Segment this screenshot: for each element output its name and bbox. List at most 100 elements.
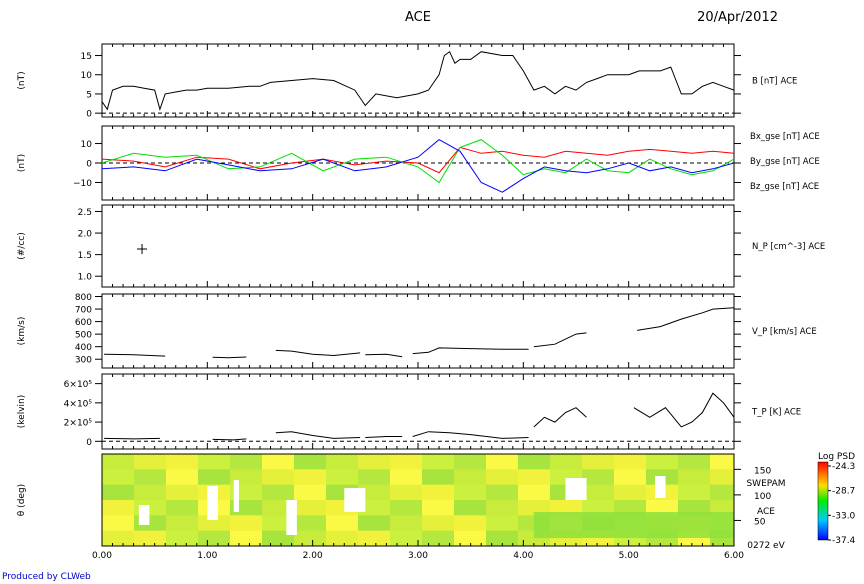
heatmap-cell xyxy=(542,500,547,516)
heatmap-cell xyxy=(614,530,619,547)
y-axis-label: (km/s) xyxy=(17,317,27,346)
heatmap-cell xyxy=(706,454,711,470)
heatmap-cell xyxy=(598,500,603,516)
heatmap-cell xyxy=(566,530,571,547)
heatmap-cell xyxy=(326,454,331,470)
heatmap-cell xyxy=(402,469,407,486)
heatmap-cell xyxy=(506,454,511,470)
heatmap-cell xyxy=(402,500,407,516)
heatmap-cell xyxy=(658,530,663,547)
heatmap-cell xyxy=(598,454,603,470)
series-segment xyxy=(275,431,361,439)
heatmap-cell xyxy=(686,484,691,501)
heatmap-cell xyxy=(446,469,451,486)
heatmap-cell xyxy=(662,530,667,547)
heatmap-cell xyxy=(126,500,131,516)
heatmap-cell xyxy=(246,515,251,532)
heatmap-cell xyxy=(322,454,327,470)
heatmap-cell xyxy=(642,454,647,470)
heatmap-cell xyxy=(430,515,435,532)
heatmap-cell xyxy=(598,484,603,501)
heatmap-cell xyxy=(114,469,119,486)
heatmap-cell xyxy=(394,454,399,470)
heatmap-cell xyxy=(430,484,435,501)
heatmap-cell xyxy=(630,469,635,486)
heatmap-cell xyxy=(310,454,315,470)
heatmap-cell xyxy=(390,454,395,470)
heatmap-cell xyxy=(666,454,671,470)
heatmap-cell xyxy=(590,530,595,547)
heatmap-cell xyxy=(282,500,287,516)
series-segment xyxy=(365,353,403,358)
heatmap-cell xyxy=(530,454,535,470)
heatmap-cell xyxy=(354,515,359,532)
heatmap-cell xyxy=(358,530,363,547)
y-tick-label: 6×10⁵ xyxy=(64,380,93,390)
heatmap-cell xyxy=(426,484,431,501)
heatmap-cell xyxy=(414,530,419,547)
heatmap-cell xyxy=(186,500,191,516)
heatmap-cell xyxy=(194,454,199,470)
heatmap-cell xyxy=(646,454,651,470)
heatmap-cell xyxy=(226,500,231,516)
heatmap-cell xyxy=(710,454,715,470)
heatmap-cell xyxy=(330,454,335,470)
heatmap-cell xyxy=(642,530,647,547)
heatmap-cell xyxy=(418,515,423,532)
heatmap-cell xyxy=(670,469,675,486)
heatmap-cell xyxy=(618,530,623,547)
heatmap-cell xyxy=(318,500,323,516)
heatmap-cell xyxy=(462,530,467,547)
heatmap-cell xyxy=(374,530,379,547)
heatmap-cell xyxy=(286,530,291,547)
heatmap-cell xyxy=(126,454,131,470)
y-tick-label: 50 xyxy=(754,517,766,527)
heatmap-cell xyxy=(130,530,135,547)
heatmap-cell xyxy=(682,500,687,516)
heatmap-cell xyxy=(274,484,279,501)
heatmap-cell xyxy=(314,530,319,547)
heatmap-cell xyxy=(422,484,427,501)
heatmap-cell xyxy=(202,515,207,532)
heatmap-cell xyxy=(446,500,451,516)
heatmap-cell xyxy=(378,469,383,486)
heatmap-cell xyxy=(426,454,431,470)
heatmap-cell xyxy=(318,469,323,486)
heatmap-cell xyxy=(370,500,375,516)
heatmap-cell xyxy=(138,484,143,501)
heatmap-cell xyxy=(678,454,683,470)
heatmap-cell xyxy=(270,500,275,516)
heatmap-gap xyxy=(344,488,366,512)
heatmap-cell xyxy=(558,484,563,501)
series-segment xyxy=(533,332,587,348)
heatmap-cell xyxy=(298,454,303,470)
heatmap-cell xyxy=(114,484,119,501)
heatmap-cell xyxy=(246,500,251,516)
y-tick-label: 1.0 xyxy=(78,273,93,283)
heatmap-cell xyxy=(494,469,499,486)
heatmap-cell xyxy=(650,454,655,470)
heatmap-cell xyxy=(534,484,539,501)
heatmap-cell xyxy=(350,469,355,486)
heatmap-cell xyxy=(482,500,487,516)
heatmap-cell xyxy=(254,454,259,470)
heatmap-cell xyxy=(678,530,683,547)
heatmap-cell xyxy=(510,515,515,532)
heatmap-cell xyxy=(126,484,131,501)
heatmap-cell xyxy=(454,469,459,486)
heatmap-cell xyxy=(574,530,579,547)
heatmap-cell xyxy=(574,454,579,470)
x-tick-label: 4.00 xyxy=(513,551,533,561)
heatmap-cell xyxy=(546,530,551,547)
heatmap-cell xyxy=(382,515,387,532)
heatmap-cell xyxy=(162,454,167,470)
heatmap-cell xyxy=(530,500,535,516)
heatmap-cell xyxy=(178,515,183,532)
heatmap-cell xyxy=(102,469,107,486)
heatmap-cell xyxy=(190,454,195,470)
heatmap-cell xyxy=(614,484,619,501)
heatmap-cell xyxy=(330,484,335,501)
heatmap-cell xyxy=(182,454,187,470)
heatmap-cell xyxy=(478,484,483,501)
heatmap-cell xyxy=(262,484,267,501)
